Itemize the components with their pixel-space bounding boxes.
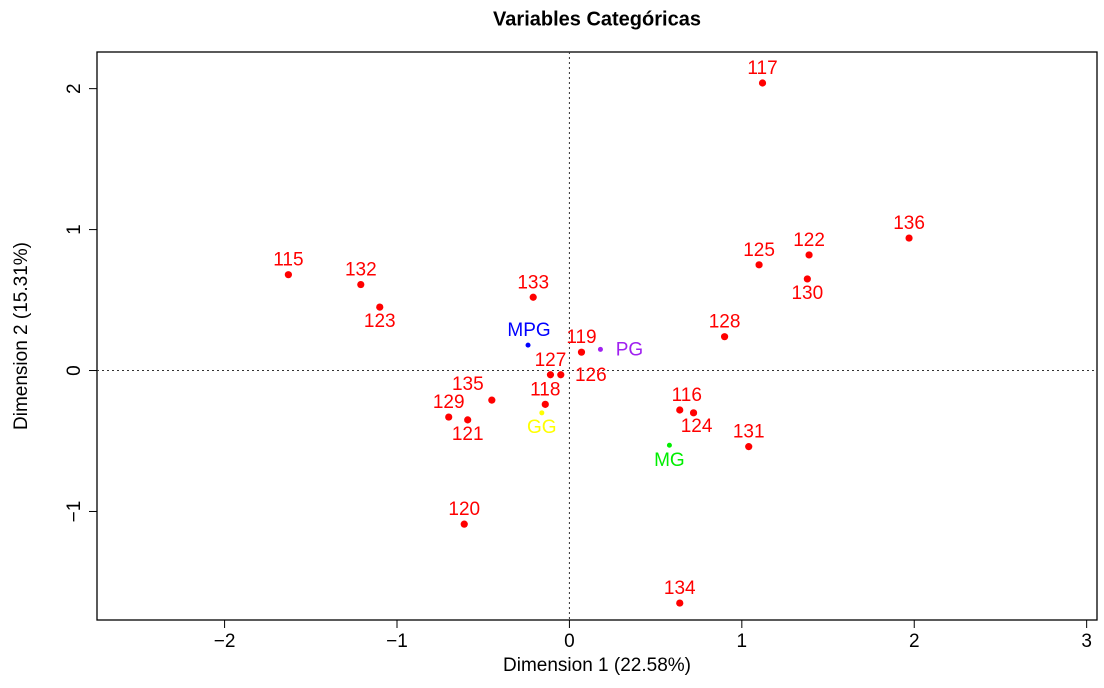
point — [720, 333, 729, 341]
y-tick-label: 1 — [64, 224, 85, 235]
point-label: 122 — [793, 230, 825, 251]
point-label: 125 — [743, 240, 775, 261]
point-label: 128 — [709, 312, 741, 333]
x-tick-label: −1 — [386, 631, 408, 652]
point-label: 117 — [747, 58, 777, 79]
x-tick-label: −2 — [214, 631, 236, 652]
point-label: 124 — [681, 416, 713, 437]
point-label: 131 — [733, 422, 765, 443]
point — [676, 406, 684, 414]
point-label: 116 — [672, 385, 702, 406]
point — [666, 442, 672, 448]
point — [445, 413, 453, 421]
point-label: 118 — [530, 379, 560, 400]
point — [546, 371, 555, 379]
point — [464, 416, 472, 424]
plot-frame — [96, 51, 1098, 621]
point — [557, 371, 565, 379]
point — [689, 409, 698, 417]
point — [745, 443, 753, 451]
point-label: 135 — [452, 374, 484, 395]
point-label: 126 — [575, 365, 607, 386]
x-tick-label: 0 — [564, 631, 575, 652]
point — [577, 348, 586, 356]
point — [539, 410, 545, 416]
point-label: 133 — [517, 272, 549, 293]
point — [376, 303, 384, 311]
point-label: PG — [616, 339, 643, 360]
y-tick-label: 0 — [64, 365, 85, 376]
point-label: 132 — [345, 260, 377, 281]
point — [541, 400, 549, 408]
point-label: 115 — [273, 250, 303, 271]
point-label: 119 — [566, 327, 596, 348]
y-tick-label: 2 — [64, 83, 85, 94]
point-label: MPG — [507, 320, 550, 341]
chart-title: Variables Categóricas — [493, 8, 701, 30]
point — [758, 79, 767, 87]
point-label: 120 — [448, 499, 480, 520]
point-label: 129 — [433, 392, 465, 413]
point — [284, 271, 292, 279]
point — [805, 251, 813, 259]
point-label: GG — [527, 417, 557, 438]
point — [597, 346, 603, 352]
point — [755, 261, 763, 269]
point-label: 127 — [535, 350, 567, 371]
point — [803, 275, 811, 283]
point-label: 136 — [893, 213, 925, 234]
y-axis-label: Dimension 2 (15.31%) — [11, 242, 32, 430]
point-label: 130 — [791, 283, 823, 304]
point — [676, 599, 684, 607]
point-label: 121 — [452, 424, 484, 445]
x-tick-label: 2 — [909, 631, 920, 652]
point-label: MG — [654, 450, 685, 471]
y-tick-label: −1 — [64, 501, 85, 523]
point-label: 134 — [664, 578, 696, 599]
point-label: 123 — [364, 311, 396, 332]
point — [488, 396, 496, 404]
point — [529, 293, 537, 301]
x-axis-label: Dimension 1 (22.58%) — [503, 655, 691, 676]
point — [525, 342, 531, 348]
point — [357, 280, 365, 289]
x-tick-label: 3 — [1081, 631, 1092, 652]
point — [905, 234, 913, 242]
x-tick-label: 1 — [737, 631, 748, 652]
point — [460, 520, 468, 528]
